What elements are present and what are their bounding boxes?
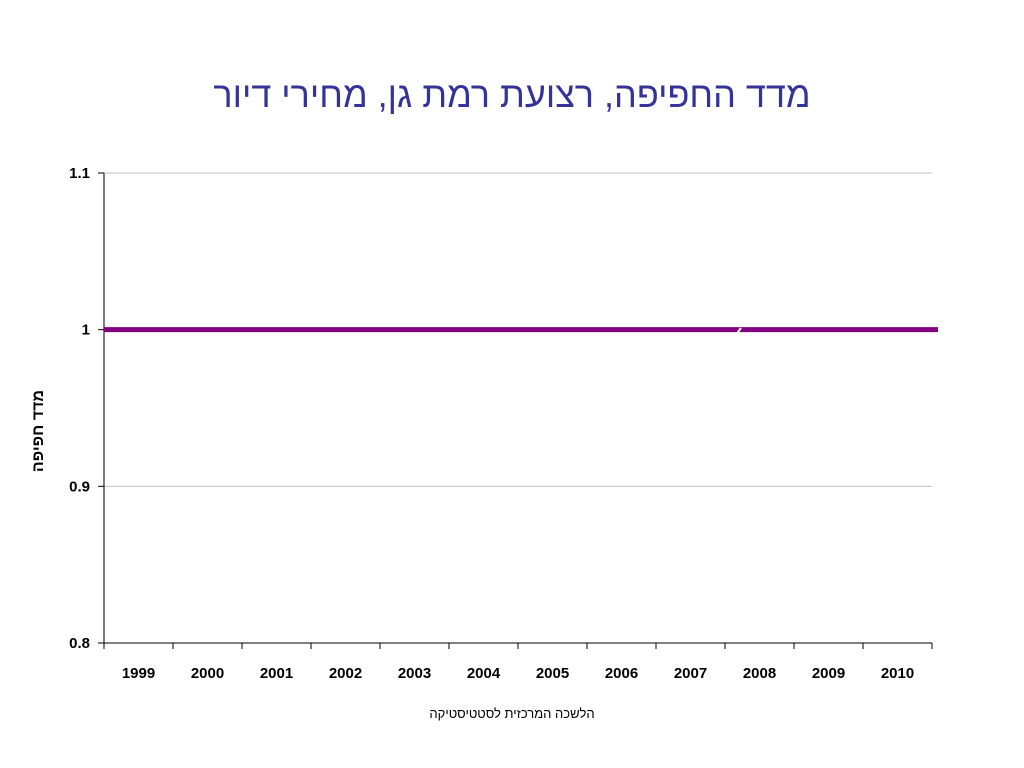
x-tick-label: 2004 <box>467 665 501 682</box>
y-tick-label: 0.9 <box>69 478 90 495</box>
x-tick-label: 2006 <box>605 665 638 682</box>
chart-title: מדד החפיפה, רצועת רמת גן, מחירי דיור <box>213 74 811 115</box>
x-tick-label: 2000 <box>191 665 224 682</box>
x-tick-label: 2003 <box>398 665 431 682</box>
source-note: הלשכה המרכזית לסטטיסטיקה <box>429 706 595 721</box>
x-tick-label: 2002 <box>329 665 362 682</box>
y-tick-label: 0.8 <box>69 635 90 652</box>
x-tick-label: 2005 <box>536 665 569 682</box>
x-tick-label: 2009 <box>812 665 845 682</box>
x-tick-label: 2008 <box>743 665 776 682</box>
y-tick-label: 1 <box>82 322 90 339</box>
x-tick-label: 1999 <box>122 665 155 682</box>
x-tick-label: 2010 <box>881 665 914 682</box>
line-break-mark <box>734 327 742 337</box>
x-tick-label: 2001 <box>260 665 293 682</box>
x-tick-label: 2007 <box>674 665 707 682</box>
y-tick-label: 1.1 <box>69 165 90 182</box>
